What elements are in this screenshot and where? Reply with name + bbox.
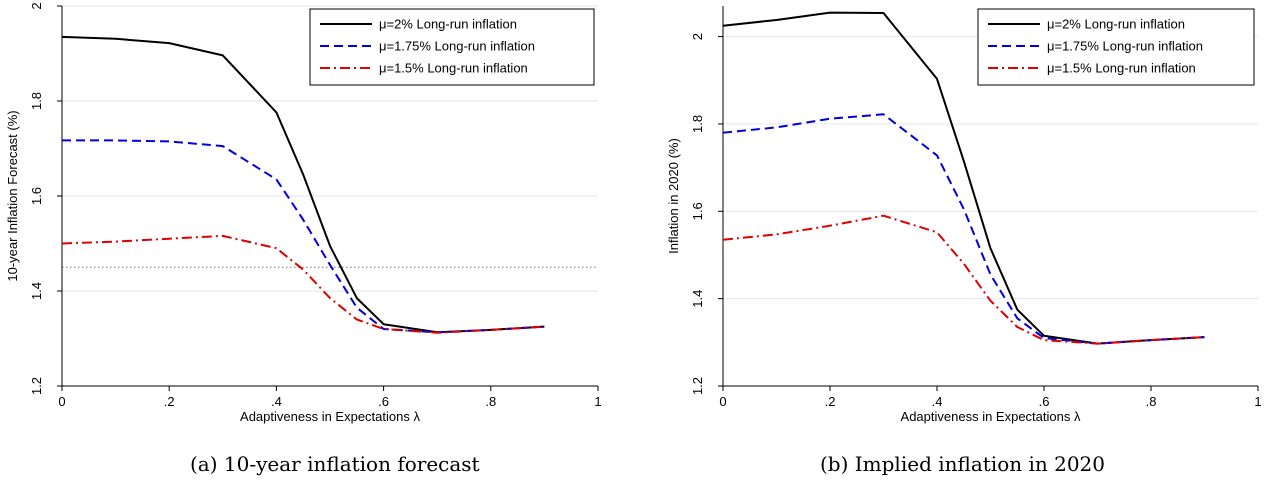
y-tick-label: 1.6 (690, 202, 705, 220)
y-axis-title: Inflation in 2020 (%) (666, 138, 681, 254)
panel-a-chart: 1.2 1.4 1.6 1.8 2 0 .2 .4 .6 .8 1 Adaptiveness in E… (5, 2, 602, 424)
legend-label-1: μ=1.75% Long-run inflation (1047, 39, 1203, 54)
y-tick-label: 2 (29, 2, 44, 9)
panel-b-chart: 1.2 1.4 1.6 1.8 2 0 .2 .4 .6 .8 1 Adaptiveness in E… (666, 6, 1262, 424)
caption-a: (a) 10-year inflation forecast (190, 452, 480, 476)
series-line-2 (722, 214, 1205, 345)
series-line-1 (62, 139, 545, 334)
legend-label-0: μ=2% Long-run inflation (1047, 17, 1185, 32)
y-tick-label: 1.6 (29, 187, 44, 205)
y-tick-label: 1.8 (690, 115, 705, 133)
y-axis-title: 10-year Inflation Forecast (%) (5, 110, 20, 281)
legend-label-0: μ=2% Long-run inflation (379, 17, 517, 32)
y-tick-label: 1.4 (690, 290, 705, 308)
series-line-2 (61, 234, 545, 334)
y-tick-label: 2 (690, 33, 705, 40)
x-tick-label: .8 (1146, 394, 1157, 409)
x-axis-title: Adaptiveness in Expectations λ (901, 409, 1081, 424)
y-tick-label: 1.4 (29, 282, 44, 300)
legend-label-2: μ=1.5% Long-run inflation (1047, 61, 1196, 76)
x-tick-label: .6 (378, 394, 389, 409)
caption-b: (b) Implied inflation in 2020 (820, 452, 1106, 476)
y-tick-label: 1.8 (29, 92, 44, 110)
x-tick-label: 0 (719, 394, 726, 409)
x-tick-label: .8 (485, 394, 496, 409)
x-tick-label: .6 (1039, 394, 1050, 409)
legend-label-1: μ=1.75% Long-run inflation (379, 39, 535, 54)
legend-box (309, 8, 595, 86)
x-tick-label: .2 (825, 394, 836, 409)
x-axis-title: Adaptiveness in Expectations λ (240, 409, 420, 424)
x-tick-label: .4 (271, 394, 282, 409)
x-tick-label: 1 (1254, 394, 1261, 409)
y-tick-label: 1.2 (690, 377, 705, 395)
x-tick-label: .2 (164, 394, 175, 409)
y-tick-label: 1.2 (29, 377, 44, 395)
legend-label-2: μ=1.5% Long-run inflation (379, 61, 528, 76)
series-line-1 (722, 113, 1205, 345)
x-tick-label: 1 (594, 394, 601, 409)
x-tick-label: .4 (932, 394, 943, 409)
x-tick-label: 0 (58, 394, 65, 409)
